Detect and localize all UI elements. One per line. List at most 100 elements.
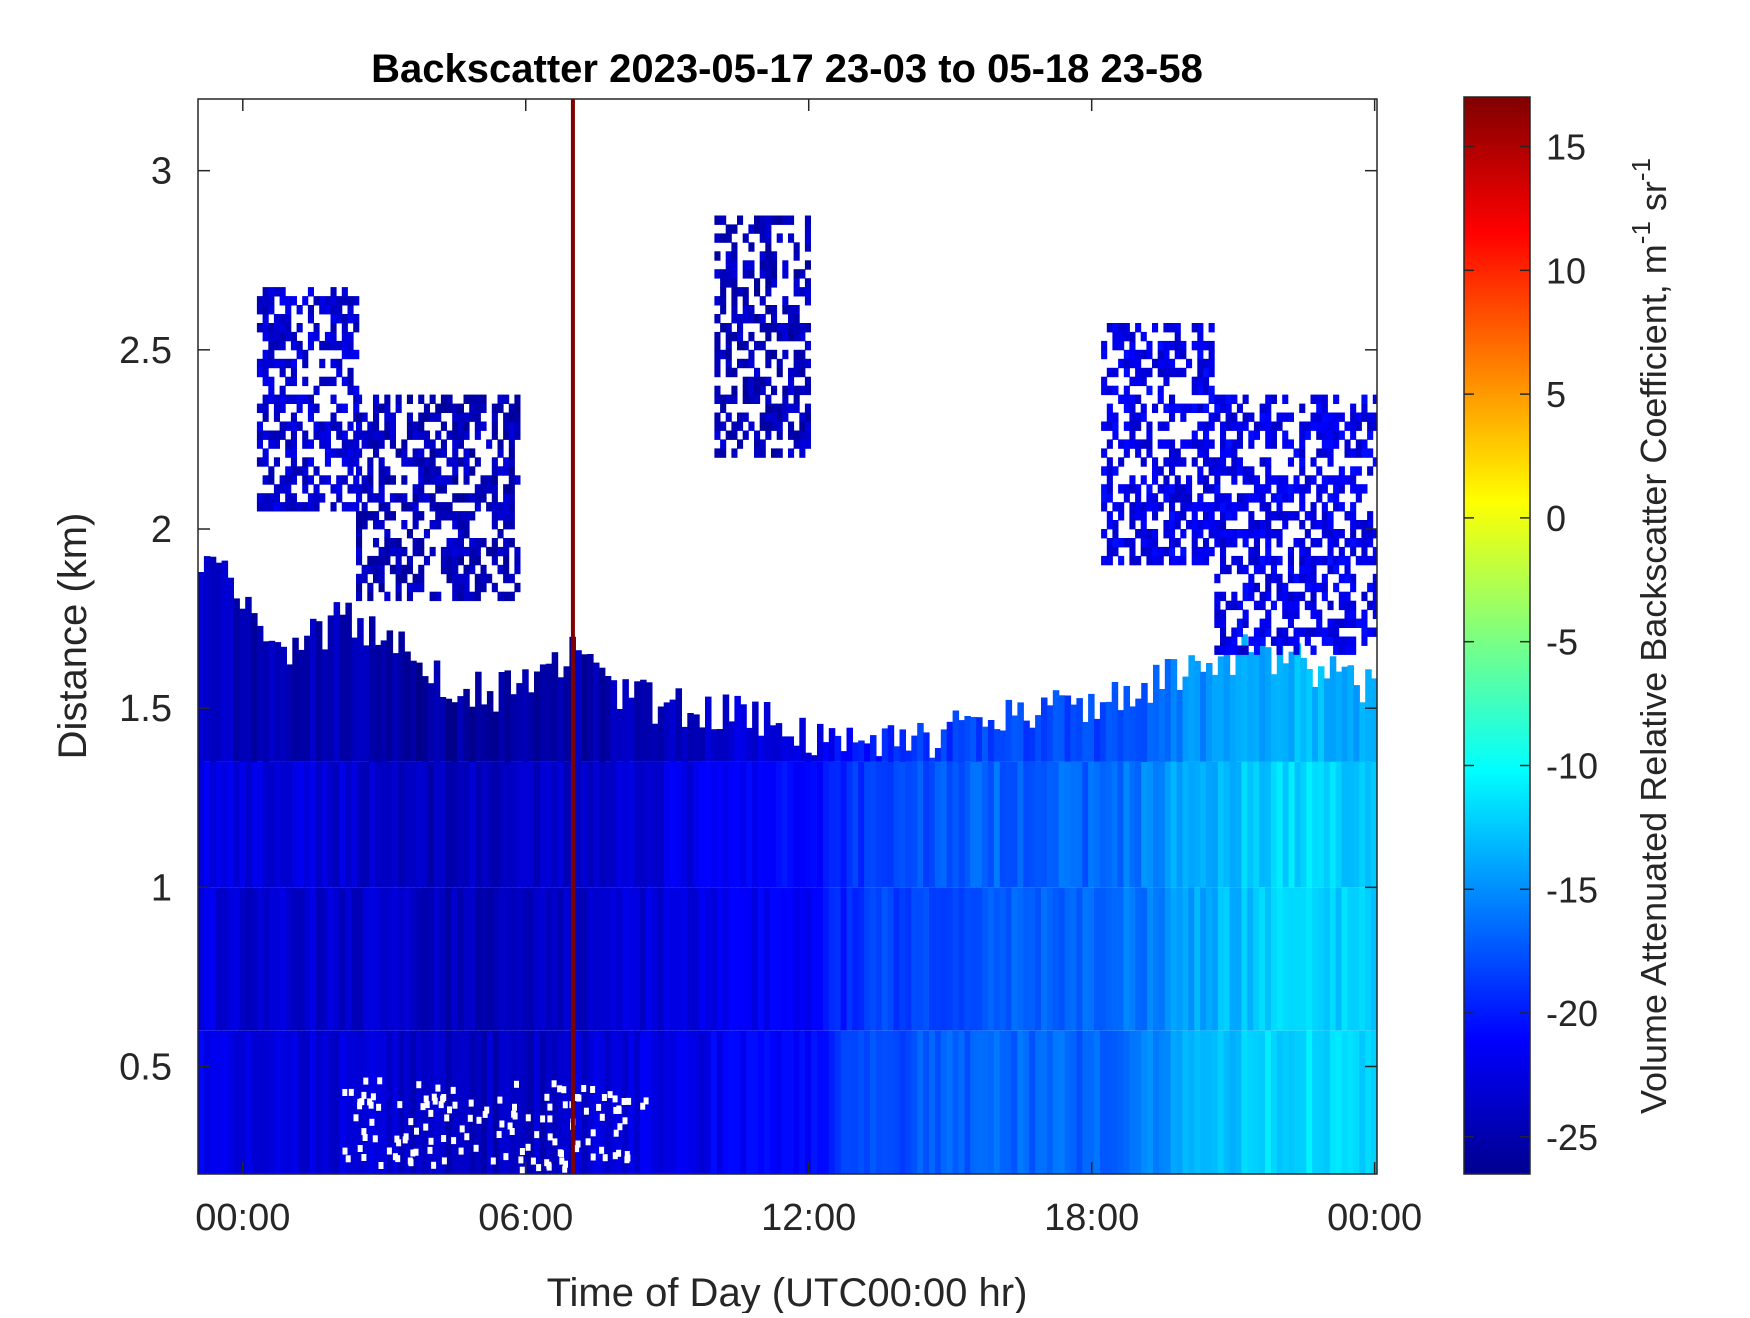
- heatmap-cell: [389, 412, 396, 422]
- heatmap-cell: [429, 502, 436, 512]
- heatmap-cell: [669, 887, 677, 1031]
- heatmap-cell: [776, 430, 783, 440]
- heatmap-cell: [307, 314, 314, 324]
- heatmap-cell: [374, 644, 382, 762]
- heatmap-cell: [1094, 887, 1101, 1031]
- heatmap-cell: [406, 564, 413, 575]
- heatmap-cell: [946, 887, 954, 1031]
- heatmap-cell: [285, 421, 292, 431]
- heatmap-cell: [491, 466, 498, 476]
- heatmap-cell: [1129, 394, 1136, 404]
- heatmap-cell: [714, 385, 721, 396]
- heatmap-cell: [737, 421, 744, 431]
- heatmap-cell: [1372, 546, 1377, 557]
- heatmap-cell: [952, 761, 960, 888]
- heatmap-cell: [290, 448, 297, 458]
- heatmap-cell: [296, 466, 303, 476]
- heatmap-cell: [1140, 367, 1147, 378]
- heatmap-gap: [525, 1143, 531, 1151]
- heatmap-cell: [1321, 636, 1328, 646]
- heatmap-cell: [1372, 555, 1377, 566]
- heatmap-cell: [1174, 448, 1181, 458]
- heatmap-cell: [198, 572, 205, 762]
- heatmap-cell: [1231, 538, 1238, 548]
- heatmap-cell: [418, 546, 425, 557]
- heatmap-cell: [1220, 564, 1227, 575]
- heatmap-cell: [367, 555, 374, 566]
- heatmap-cell: [1248, 511, 1255, 521]
- heatmap-cell: [347, 349, 354, 360]
- heatmap-cell: [917, 887, 924, 1031]
- heatmap-cell: [1287, 493, 1294, 503]
- heatmap-gap: [559, 1157, 565, 1165]
- heatmap-cell: [1236, 529, 1243, 539]
- heatmap-cell: [1372, 394, 1377, 404]
- heatmap-cell: [1338, 430, 1345, 440]
- heatmap-cell: [262, 641, 270, 762]
- heatmap-cell: [1372, 609, 1377, 619]
- heatmap-cell: [395, 564, 402, 575]
- heatmap-cell: [1253, 538, 1260, 548]
- heatmap-cell: [720, 349, 727, 360]
- heatmap-cell: [1299, 555, 1306, 566]
- heatmap-cell: [1355, 493, 1362, 503]
- heatmap-cell: [319, 475, 326, 485]
- heatmap-cell: [503, 394, 510, 404]
- heatmap-cell: [1146, 367, 1153, 378]
- heatmap-cell: [310, 618, 317, 762]
- heatmap-cell: [373, 439, 380, 449]
- heatmap-cell: [262, 761, 270, 888]
- heatmap-cell: [759, 412, 766, 422]
- heatmap-cell: [380, 640, 388, 762]
- heatmap-cell: [1220, 627, 1227, 637]
- heatmap-cell: [435, 511, 442, 521]
- heatmap-cell: [1153, 887, 1160, 1031]
- heatmap-cell: [514, 412, 521, 422]
- heatmap-cell: [1294, 887, 1301, 1031]
- heatmap-gap: [431, 1161, 437, 1169]
- heatmap-cell: [469, 466, 476, 476]
- heatmap-cell: [307, 412, 314, 422]
- heatmap-cell: [1365, 669, 1372, 762]
- heatmap-cell: [463, 448, 470, 458]
- heatmap-cell: [1106, 457, 1113, 467]
- heatmap-cell: [1163, 376, 1170, 387]
- heatmap-gap: [561, 1086, 567, 1094]
- heatmap-gap: [431, 1093, 437, 1101]
- heatmap-cell: [268, 340, 275, 351]
- heatmap-cell: [198, 1030, 205, 1174]
- heatmap-cell: [1361, 627, 1368, 637]
- heatmap-cell: [1220, 645, 1227, 655]
- heatmap-cell: [1146, 538, 1153, 548]
- heatmap-cell: [1052, 761, 1060, 888]
- heatmap-cell: [491, 421, 498, 431]
- heatmap-cell: [737, 358, 744, 369]
- heatmap-cell: [1299, 538, 1306, 548]
- heatmap-gap: [482, 1110, 488, 1118]
- heatmap-cell: [728, 887, 736, 1031]
- heatmap-cell: [1300, 657, 1307, 762]
- heatmap-cell: [1333, 493, 1340, 503]
- heatmap-cell: [351, 1030, 358, 1174]
- heatmap-cell: [742, 385, 749, 396]
- heatmap-cell: [551, 761, 559, 888]
- heatmap-cell: [1300, 887, 1307, 1031]
- heatmap-cell: [1101, 448, 1108, 458]
- heatmap-cell: [1316, 493, 1323, 503]
- heatmap-cell: [1214, 475, 1221, 485]
- heatmap-gap: [459, 1125, 465, 1133]
- heatmap-cell: [799, 717, 806, 762]
- heatmap-cell: [742, 358, 749, 369]
- heatmap-cell: [804, 340, 811, 351]
- heatmap-cell: [1163, 367, 1170, 378]
- heatmap-cell: [1135, 493, 1142, 503]
- heatmap-cell: [720, 394, 727, 404]
- heatmap-cell: [864, 887, 871, 1031]
- heatmap-cell: [1259, 644, 1266, 762]
- heatmap-cell: [634, 681, 641, 762]
- heatmap-cell: [423, 430, 430, 440]
- heatmap-cell: [1253, 421, 1260, 431]
- heatmap-cell: [1253, 546, 1260, 557]
- heatmap-cell: [503, 573, 510, 584]
- heatmap-cell: [758, 887, 765, 1031]
